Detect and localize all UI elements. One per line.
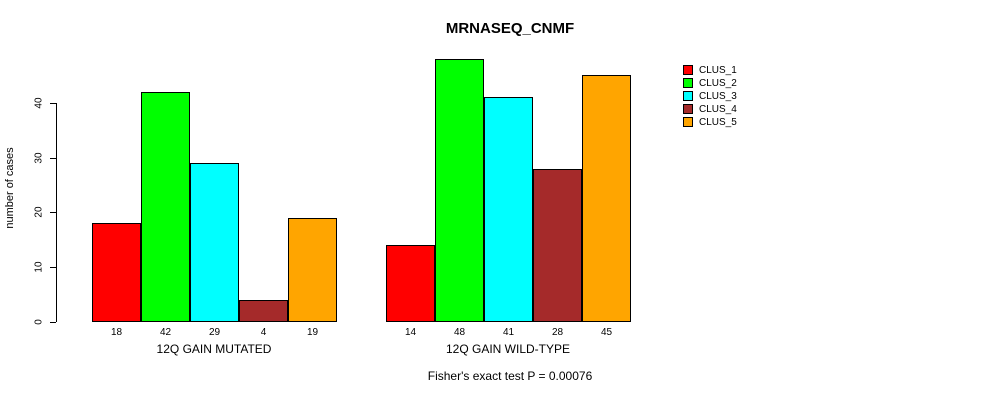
group-label-wildtype: 12Q GAIN WILD-TYPE xyxy=(445,342,571,356)
legend-row-clus_1: CLUS_1 xyxy=(683,64,737,77)
bar-value-label: 45 xyxy=(600,327,613,338)
bar-clus_1 xyxy=(386,245,435,322)
y-tick-mark xyxy=(50,102,56,104)
y-axis-line xyxy=(56,103,57,322)
legend-label: CLUS_3 xyxy=(699,90,737,102)
bar-clus_5 xyxy=(582,75,631,322)
y-tick-label: 20 xyxy=(33,206,45,218)
bar-value-label: 48 xyxy=(453,327,466,338)
y-tick-mark xyxy=(50,212,56,214)
bar-clus_4 xyxy=(533,169,582,322)
legend-swatch-clus_1 xyxy=(683,65,693,76)
y-axis-label: number of cases xyxy=(4,147,16,229)
y-tick-label: 40 xyxy=(33,97,45,109)
y-tick-label: 10 xyxy=(33,261,45,273)
y-tick-mark xyxy=(50,157,56,159)
y-tick-mark xyxy=(50,322,56,323)
legend-label: CLUS_2 xyxy=(699,77,737,89)
legend-label: CLUS_4 xyxy=(699,103,737,115)
legend-swatch-clus_4 xyxy=(683,104,693,115)
legend-row-clus_3: CLUS_3 xyxy=(683,90,737,103)
y-tick-label: 30 xyxy=(33,152,45,164)
legend-swatch-clus_2 xyxy=(683,78,693,89)
legend: CLUS_1 CLUS_2 CLUS_3 CLUS_4 CLUS_5 xyxy=(683,64,737,128)
bar-clus_3 xyxy=(190,163,239,322)
legend-row-clus_4: CLUS_4 xyxy=(683,103,737,116)
bar-value-label: 4 xyxy=(260,327,267,338)
bar-value-label: 41 xyxy=(502,327,515,338)
fisher-test-annotation: Fisher's exact test P = 0.00076 xyxy=(427,369,593,383)
legend-swatch-clus_3 xyxy=(683,91,693,102)
legend-swatch-clus_5 xyxy=(683,117,693,127)
bar-clus_3 xyxy=(484,97,533,322)
bar-value-label: 28 xyxy=(551,327,564,338)
group-label-mutated: 12Q GAIN MUTATED xyxy=(156,342,272,356)
bar-clus_4 xyxy=(239,300,288,322)
legend-row-clus_2: CLUS_2 xyxy=(683,77,737,90)
bar-value-label: 14 xyxy=(404,327,417,338)
bar-clus_1 xyxy=(92,223,141,322)
bar-clus_2 xyxy=(141,92,190,322)
bar-value-label: 19 xyxy=(306,327,319,338)
bar-value-label: 18 xyxy=(110,327,123,338)
chart-title: MRNASEQ_CNMF xyxy=(445,20,575,37)
bar-value-label: 29 xyxy=(208,327,221,338)
bar-value-label: 42 xyxy=(159,327,172,338)
bar-clus_2 xyxy=(435,59,484,322)
y-tick-mark xyxy=(50,267,56,269)
legend-label: CLUS_1 xyxy=(699,64,737,76)
y-tick-label: 0 xyxy=(33,319,45,325)
legend-row-clus_5: CLUS_5 xyxy=(683,116,737,129)
legend-label: CLUS_5 xyxy=(699,116,737,128)
bar-clus_5 xyxy=(288,218,337,322)
